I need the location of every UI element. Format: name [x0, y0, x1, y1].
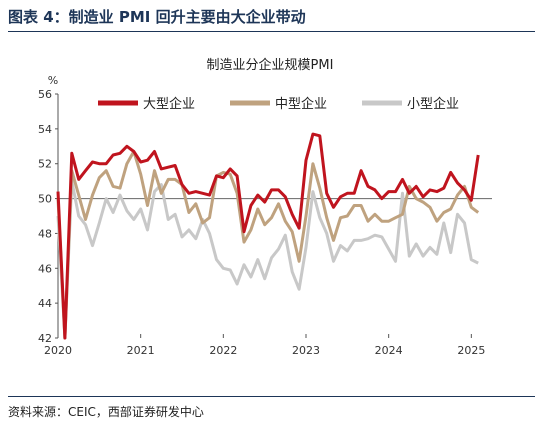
legend-medium: 中型企业 — [230, 96, 327, 112]
source-note: 资料来源：CEIC，西部证券研发中心 — [8, 405, 204, 419]
y-tick-label: 46 — [38, 262, 52, 275]
y-axis-unit: % — [48, 74, 58, 87]
x-tick-label: 2022 — [209, 344, 237, 357]
legend-large-label: 大型企业 — [143, 96, 195, 112]
x-axis: 2020 2021 2022 2023 2024 2025 — [44, 198, 492, 357]
legend-large: 大型企业 — [98, 96, 195, 112]
legend: 大型企业 中型企业 小型企业 — [98, 96, 459, 112]
y-tick-label: 44 — [38, 297, 52, 310]
y-tick-label: 48 — [38, 227, 52, 240]
y-tick-label: 42 — [38, 332, 52, 345]
legend-medium-label: 中型企业 — [275, 96, 327, 112]
x-tick-label: 2021 — [127, 344, 155, 357]
x-tick-label: 2024 — [375, 344, 403, 357]
chart-title: 制造业分企业规模PMI — [207, 57, 334, 73]
y-tick-label: 50 — [38, 193, 52, 206]
y-tick-label: 54 — [38, 123, 52, 136]
series-lines — [56, 132, 480, 340]
y-tick-label: 52 — [38, 158, 52, 171]
figure-title: 图表 4：制造业 PMI 回升主要由大企业带动 — [8, 8, 306, 26]
legend-small: 小型企业 — [362, 96, 459, 112]
x-tick-label: 2023 — [292, 344, 320, 357]
series-line-small — [56, 179, 479, 340]
x-tick-label: 2025 — [457, 344, 485, 357]
y-tick-label: 56 — [38, 88, 52, 101]
top-divider — [8, 31, 535, 32]
bottom-divider — [8, 396, 535, 397]
series-line-large — [56, 132, 480, 340]
x-tick-label: 2020 — [44, 344, 72, 357]
legend-small-label: 小型企业 — [407, 96, 459, 112]
y-axis: 42 44 46 48 50 52 54 56 — [38, 88, 59, 345]
